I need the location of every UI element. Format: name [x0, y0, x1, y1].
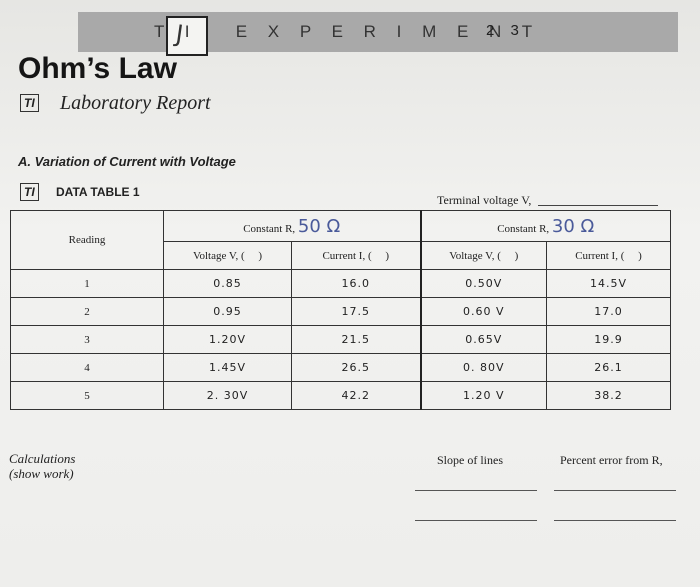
current-header-1: Current I, ( ): [291, 241, 421, 270]
data-table-title: DATA TABLE 1: [56, 185, 140, 199]
experiment-label: T I E X P E R I M E N T: [154, 22, 541, 41]
reading-header: Reading: [10, 210, 164, 270]
current-1-cell[interactable]: 21.5: [291, 325, 421, 354]
voltage-2-cell[interactable]: 0. 80V: [419, 353, 547, 382]
voltage-1-cell[interactable]: 0.85: [163, 269, 292, 298]
percent-error-answer-line-1[interactable]: [554, 490, 676, 491]
data-table: Reading Constant R, 50 Ω Constant R, 30 …: [10, 210, 671, 410]
terminal-voltage-label: Terminal voltage V,: [437, 193, 532, 207]
slope-answer-line-1[interactable]: [415, 490, 537, 491]
voltage-2-cell[interactable]: 0.65V: [419, 325, 547, 354]
ti-logo-icon: TI: [20, 94, 39, 112]
current-1-cell[interactable]: 17.5: [291, 297, 421, 326]
calculations-label: Calculations: [9, 451, 76, 466]
voltage-2-cell[interactable]: 0.50V: [419, 269, 547, 298]
percent-error-answer-line-2[interactable]: [554, 520, 676, 521]
constant-r1-label: Constant R,: [243, 222, 296, 235]
current-header-2: Current I, ( ): [546, 241, 671, 270]
reading-number: 3: [10, 325, 164, 354]
slope-answer-line-2[interactable]: [415, 520, 537, 521]
calculations-block: Calculations (show work): [9, 451, 75, 481]
show-work-label: (show work): [9, 466, 74, 481]
current-1-cell[interactable]: 26.5: [291, 353, 421, 382]
table-subheader-row: Voltage V, ( ) Current I, ( ) Voltage V,…: [11, 241, 671, 270]
terminal-voltage-input-line[interactable]: [538, 205, 658, 206]
table-row: 2 0.95 17.5 0.60 V 17.0: [10, 297, 671, 326]
constant-r2-label: Constant R,: [497, 222, 550, 235]
experiment-header-bar: J: [78, 12, 678, 56]
reading-number: 2: [10, 297, 164, 326]
percent-error-label: Percent error from R,: [560, 453, 663, 467]
current-2-cell[interactable]: 19.9: [546, 325, 671, 354]
current-2-cell[interactable]: 38.2: [546, 381, 671, 410]
page-subtitle: Laboratory Report: [60, 92, 211, 114]
section-heading: A. Variation of Current with Voltage: [18, 154, 236, 169]
table-row: 3 1.20V 21.5 0.65V 19.9: [10, 325, 671, 354]
slope-label: Slope of lines: [437, 453, 503, 467]
voltage-header-1: Voltage V, ( ): [163, 241, 292, 270]
reading-number: 1: [10, 269, 164, 298]
constant-r2-value[interactable]: 30 Ω: [551, 215, 595, 237]
experiment-number: 2 3: [486, 22, 525, 39]
constant-r1-cell: Constant R, 50 Ω: [163, 210, 421, 242]
voltage-1-cell[interactable]: 2. 30V: [163, 381, 292, 410]
voltage-1-cell[interactable]: 1.20V: [163, 325, 292, 354]
voltage-1-cell[interactable]: 1.45V: [163, 353, 292, 382]
constant-r1-value[interactable]: 50 Ω: [297, 215, 341, 237]
voltage-header-2: Voltage V, ( ): [419, 241, 547, 270]
experiment-check-box: J: [166, 16, 208, 56]
table-header-row: Reading Constant R, 50 Ω Constant R, 30 …: [10, 210, 671, 270]
voltage-2-cell[interactable]: 1.20 V: [419, 381, 547, 410]
table-row: 5 2. 30V 42.2 1.20 V 38.2: [10, 381, 671, 410]
current-2-cell[interactable]: 26.1: [546, 353, 671, 382]
current-2-cell[interactable]: 17.0: [546, 297, 671, 326]
current-2-cell[interactable]: 14.5V: [546, 269, 671, 298]
current-1-cell[interactable]: 16.0: [291, 269, 421, 298]
constant-r2-cell: Constant R, 30 Ω: [419, 210, 671, 242]
ti-logo-icon-table: TI: [20, 183, 39, 201]
reading-number: 5: [10, 381, 164, 410]
page-title: Ohm’s Law: [18, 52, 177, 85]
voltage-1-cell[interactable]: 0.95: [163, 297, 292, 326]
reading-number: 4: [10, 353, 164, 382]
current-1-cell[interactable]: 42.2: [291, 381, 421, 410]
voltage-2-cell[interactable]: 0.60 V: [419, 297, 547, 326]
table-row: 4 1.45V 26.5 0. 80V 26.1: [10, 353, 671, 382]
table-row: 1 0.85 16.0 0.50V 14.5V: [10, 269, 671, 298]
